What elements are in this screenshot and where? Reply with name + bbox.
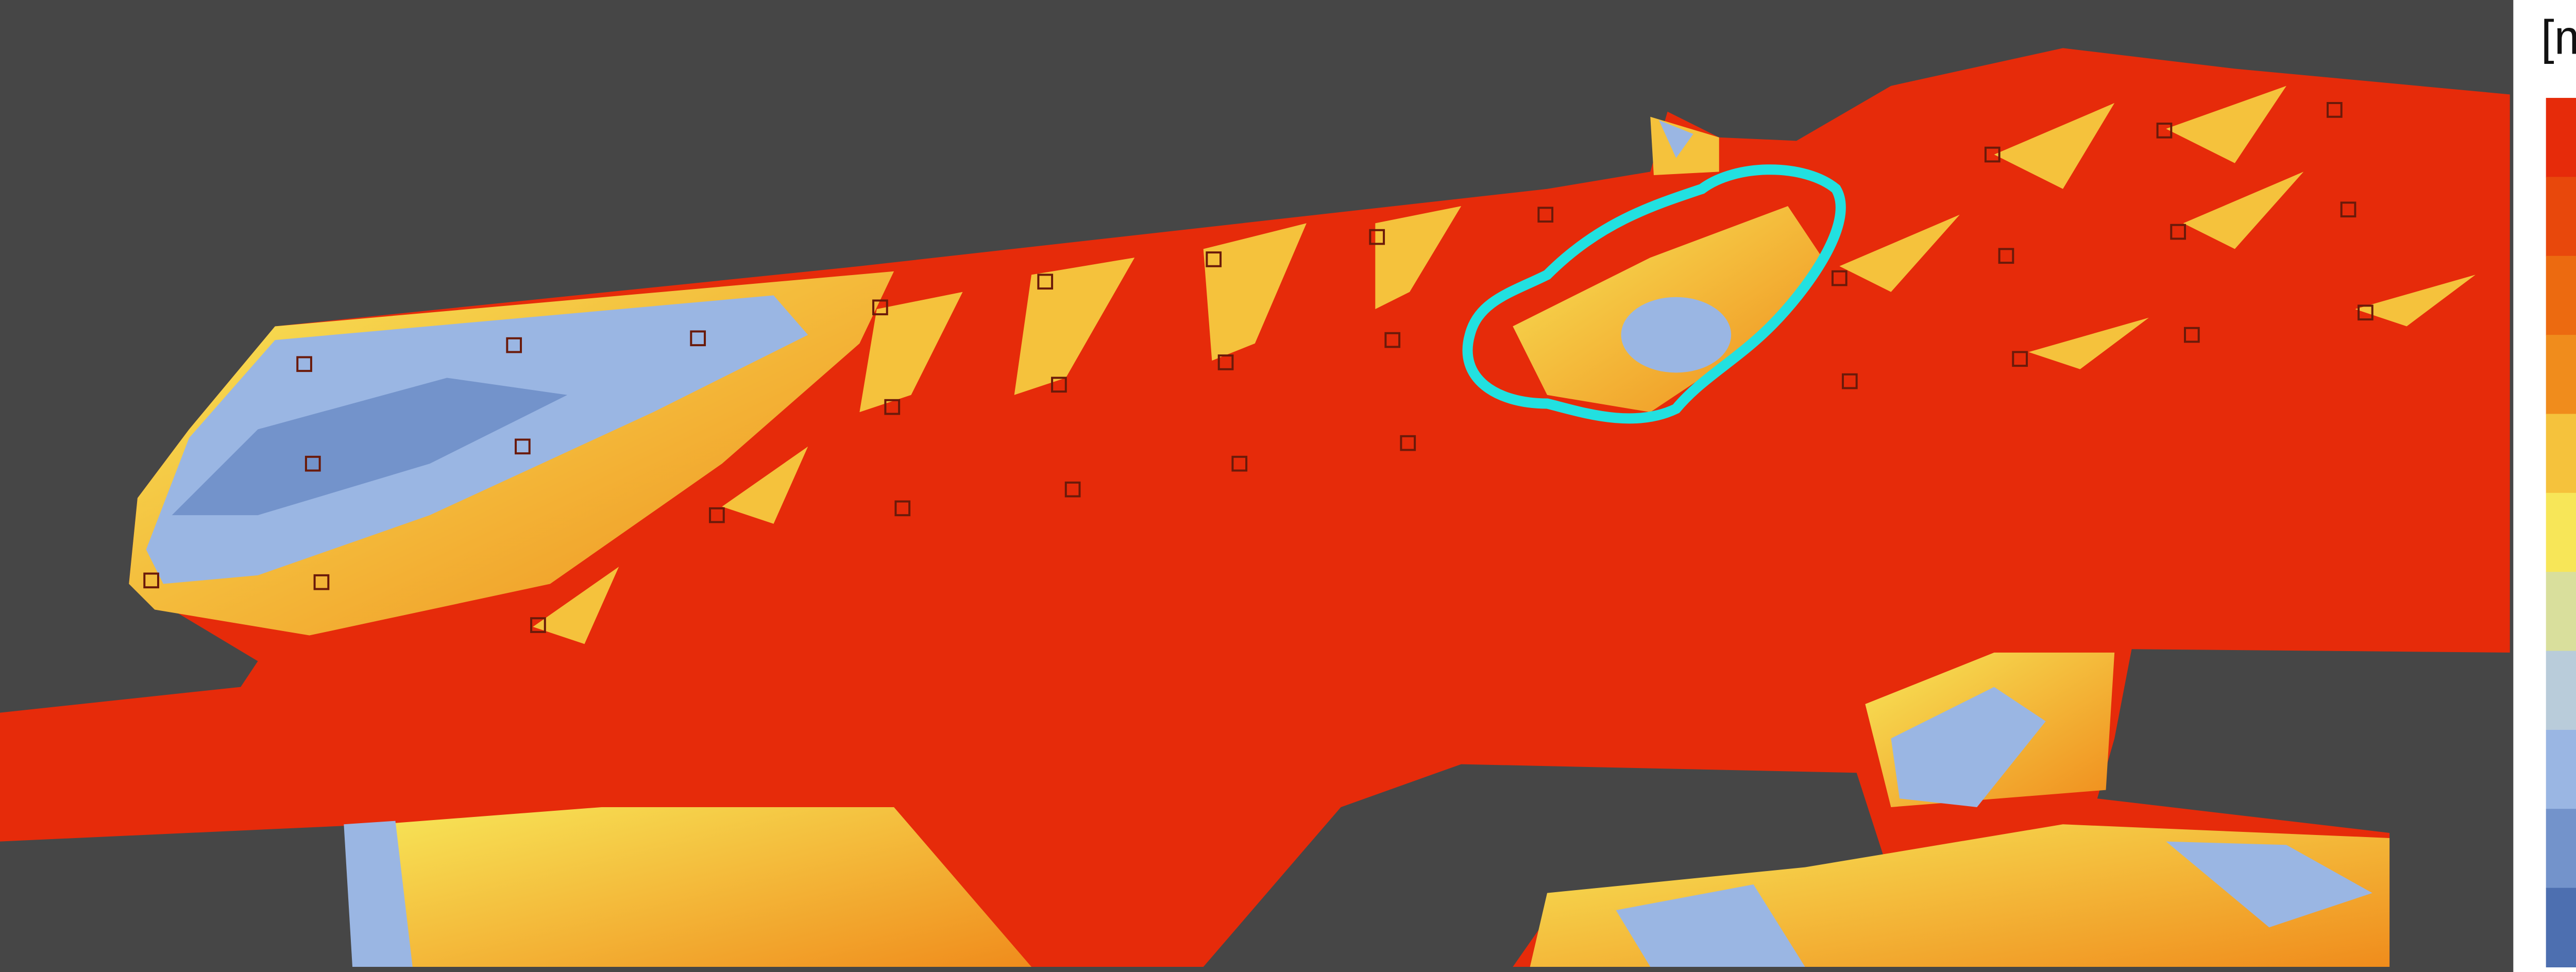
colorbar-band xyxy=(2546,414,2576,493)
legend-title: [m/s] xyxy=(2541,10,2576,64)
colorbar-band xyxy=(2546,255,2576,336)
colorbar-band xyxy=(2546,888,2576,967)
colorbar-band xyxy=(2546,572,2576,652)
velocity-field xyxy=(0,48,2510,967)
colorbar: 10.709.638.567.496.425.354.283.212.141.0… xyxy=(2546,98,2576,967)
colorbar-band xyxy=(2546,177,2576,257)
colorbar-band xyxy=(2546,335,2576,415)
colorbar-band xyxy=(2546,492,2576,573)
colorbar-band xyxy=(2546,98,2576,178)
colorbar-band xyxy=(2546,651,2576,730)
highlight-outline xyxy=(1462,164,1846,424)
colorbar-band xyxy=(2546,729,2576,810)
colorbar-band xyxy=(2546,809,2576,889)
probe-markers xyxy=(143,102,2374,633)
